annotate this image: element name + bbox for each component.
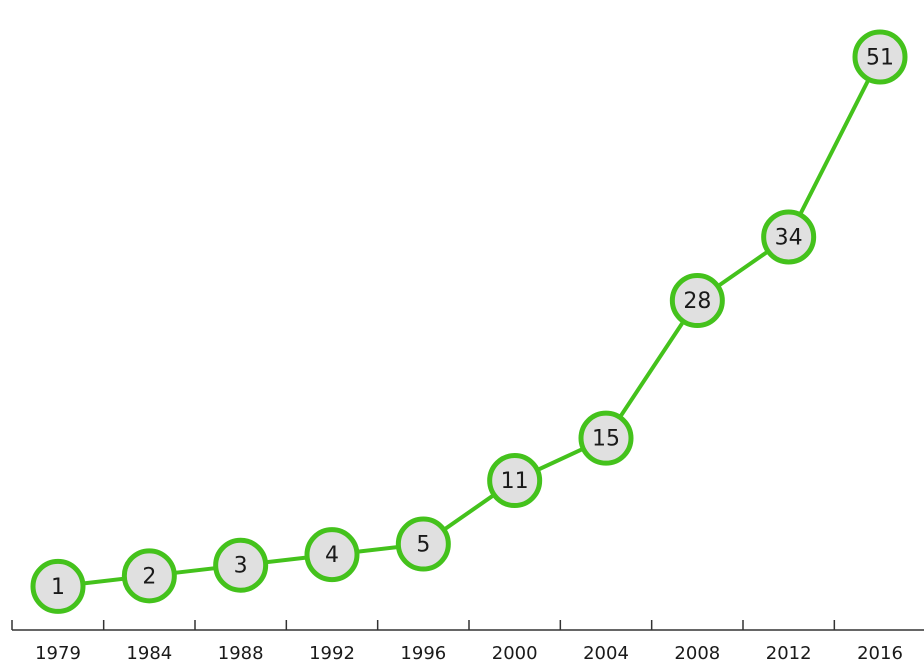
data-point: 34	[761, 209, 817, 265]
data-point: 28	[669, 273, 725, 329]
data-label: 15	[592, 427, 620, 452]
data-label: 51	[866, 46, 894, 71]
data-label: 3	[234, 554, 248, 579]
x-tick-label: 1996	[400, 643, 446, 663]
series-polyline	[57, 56, 882, 589]
data-point-marker	[304, 527, 360, 583]
x-axis-tick-labels: 1979 1984 1988 1992 1996 2000 2004 2008 2012 2016	[35, 643, 903, 663]
data-label: 11	[501, 469, 529, 494]
series-line	[57, 56, 882, 589]
data-point: 4	[304, 527, 360, 583]
x-tick-label: 2012	[766, 643, 812, 663]
data-point: 2	[121, 548, 177, 604]
data-point: 3	[213, 537, 269, 593]
data-point-marker	[852, 29, 908, 85]
x-axis-ticks	[11, 620, 836, 630]
data-point: 51	[852, 29, 908, 85]
data-point-marker	[213, 537, 269, 593]
data-point-marker	[761, 209, 817, 265]
x-tick-label: 2008	[674, 643, 720, 663]
x-tick-label: 1984	[126, 643, 172, 663]
data-point: 15	[578, 410, 634, 466]
data-point-marker	[487, 453, 543, 509]
data-label: 1	[51, 575, 65, 600]
data-label: 5	[416, 533, 430, 558]
data-point-marker	[395, 516, 451, 572]
data-label: 28	[683, 289, 711, 314]
x-tick-label: 1979	[35, 643, 81, 663]
x-tick-label: 2016	[857, 643, 903, 663]
data-point-marker	[578, 410, 634, 466]
data-point-marker	[669, 273, 725, 329]
data-label: 4	[325, 543, 339, 568]
data-point: 1	[30, 558, 86, 614]
data-label: 2	[142, 564, 156, 589]
data-point-marker	[30, 558, 86, 614]
data-label: 34	[775, 226, 803, 251]
x-tick-label: 2000	[492, 643, 538, 663]
x-tick-label: 2004	[583, 643, 629, 663]
x-tick-label: 1992	[309, 643, 355, 663]
data-point: 5	[395, 516, 451, 572]
x-tick-label: 1988	[218, 643, 264, 663]
data-point-marker	[121, 548, 177, 604]
data-point: 11	[487, 453, 543, 509]
